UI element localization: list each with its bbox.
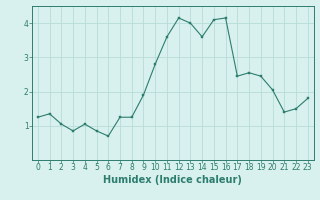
X-axis label: Humidex (Indice chaleur): Humidex (Indice chaleur) — [103, 175, 242, 185]
